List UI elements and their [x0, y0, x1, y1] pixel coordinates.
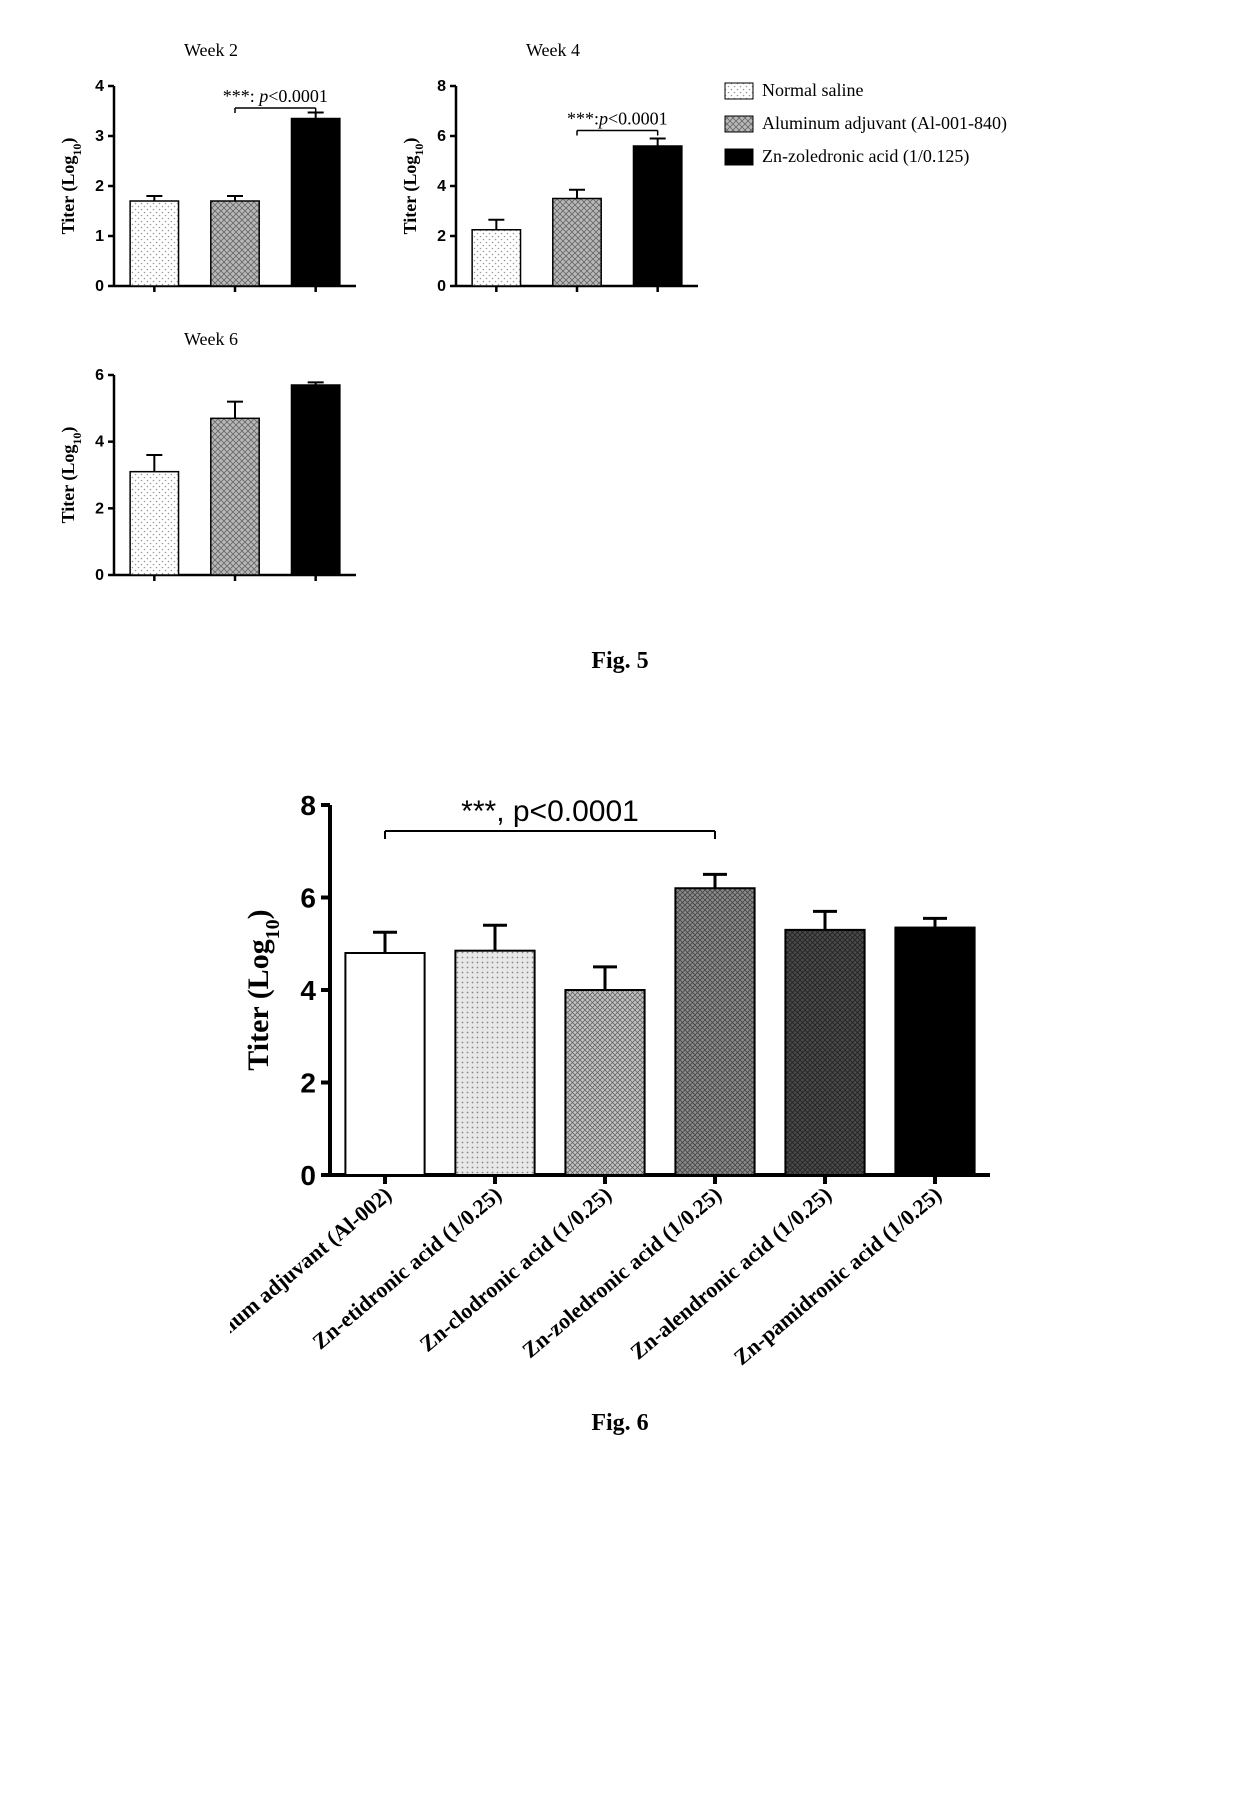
- fig6-caption: Fig. 6: [40, 1410, 1200, 1437]
- svg-text:2: 2: [437, 228, 446, 245]
- svg-text:4: 4: [300, 975, 316, 1006]
- legend-swatch: [724, 115, 754, 133]
- svg-text:Zn-zoledronic acid (1/0.25): Zn-zoledronic acid (1/0.25): [517, 1182, 726, 1363]
- legend-label: Aluminum adjuvant (Al-001-840): [762, 113, 1007, 134]
- svg-text:2: 2: [95, 500, 104, 517]
- svg-text:4: 4: [95, 78, 104, 95]
- legend-item: Zn-zoledronic acid (1/0.125): [724, 146, 1007, 167]
- chart-svg: Week 6 0 2 4 6 Titer (Log10): [56, 329, 366, 589]
- svg-text:0: 0: [95, 567, 104, 584]
- svg-text:2: 2: [95, 178, 104, 195]
- svg-text:0: 0: [437, 278, 446, 295]
- svg-text:Zn-clodronic acid (1/0.25): Zn-clodronic acid (1/0.25): [415, 1182, 617, 1357]
- svg-text:Zn-pamidronic acid (1/0.25): Zn-pamidronic acid (1/0.25): [729, 1182, 947, 1370]
- svg-text:Titer (Log10): Titer (Log10): [58, 138, 84, 235]
- svg-text:Aluminum adjuvant (Al-002): Aluminum adjuvant (Al-002): [230, 1182, 396, 1375]
- svg-text:4: 4: [437, 178, 446, 195]
- fig5-panel-week6: Week 6 0 2 4 6 Titer (Log10): [56, 329, 366, 594]
- svg-text:0: 0: [95, 278, 104, 295]
- svg-text:Zn-etidronic acid (1/0.25): Zn-etidronic acid (1/0.25): [307, 1182, 506, 1354]
- svg-text:6: 6: [300, 883, 316, 914]
- svg-text:6: 6: [95, 367, 104, 384]
- chart-svg: 0 2 4 6 8 Titer (Log10) Aluminum adjuvant (Al-…: [230, 735, 1010, 1375]
- svg-text:8: 8: [437, 78, 446, 95]
- figure-5: Week 2 0 1 2 3 4 Titer (Log10) ***: p<0.0001 We…: [40, 40, 1200, 618]
- fig5-panel-week4: Week 4 0 2 4 6 8 Titer (Log10) ***:p<0.0001: [398, 40, 708, 305]
- chart-svg: Week 2 0 1 2 3 4 Titer (Log10) ***: p<0.0001: [56, 40, 366, 300]
- svg-text:Titer (Log10): Titer (Log10): [400, 138, 426, 235]
- svg-text:***:p<0.0001: ***:p<0.0001: [567, 109, 668, 129]
- svg-text:Titer (Log10): Titer (Log10): [58, 427, 84, 524]
- svg-text:Week 6: Week 6: [184, 329, 238, 349]
- legend-item: Normal saline: [724, 80, 1007, 101]
- svg-text:1: 1: [95, 228, 104, 245]
- svg-text:***, p<0.0001: ***, p<0.0001: [461, 795, 639, 828]
- fig5-top-row: Week 2 0 1 2 3 4 Titer (Log10) ***: p<0.0001 We…: [40, 40, 1200, 329]
- chart-svg: Week 4 0 2 4 6 8 Titer (Log10) ***:p<0.0001: [398, 40, 708, 300]
- legend-label: Normal saline: [762, 80, 863, 101]
- legend-item: Aluminum adjuvant (Al-001-840): [724, 113, 1007, 134]
- fig5-panel-week2: Week 2 0 1 2 3 4 Titer (Log10) ***: p<0.0001: [56, 40, 366, 305]
- figure-6: 0 2 4 6 8 Titer (Log10) Aluminum adjuvant (Al-…: [40, 735, 1200, 1380]
- fig5-legend: Normal saline Aluminum adjuvant (Al-001-8…: [724, 80, 1007, 179]
- fig6-panel: 0 2 4 6 8 Titer (Log10) Aluminum adjuvant (Al-…: [230, 735, 1010, 1380]
- fig5-caption: Fig. 5: [40, 648, 1200, 675]
- svg-text:***: p<0.0001: ***: p<0.0001: [223, 86, 328, 106]
- legend-label: Zn-zoledronic acid (1/0.125): [762, 146, 969, 167]
- svg-text:2: 2: [300, 1068, 316, 1099]
- svg-text:0: 0: [300, 1160, 316, 1191]
- svg-text:3: 3: [95, 128, 104, 145]
- svg-text:Week 2: Week 2: [184, 40, 238, 60]
- svg-text:6: 6: [437, 128, 446, 145]
- legend-swatch: [724, 148, 754, 166]
- legend-swatch: [724, 82, 754, 100]
- svg-text:Titer (Log10): Titer (Log10): [242, 909, 284, 1070]
- svg-text:8: 8: [300, 790, 316, 821]
- svg-text:4: 4: [95, 434, 104, 451]
- svg-text:Week 4: Week 4: [526, 40, 580, 60]
- fig5-bottom-row: Week 6 0 2 4 6 Titer (Log10): [40, 329, 1200, 618]
- svg-text:Zn-alendronic acid (1/0.25): Zn-alendronic acid (1/0.25): [625, 1182, 836, 1365]
